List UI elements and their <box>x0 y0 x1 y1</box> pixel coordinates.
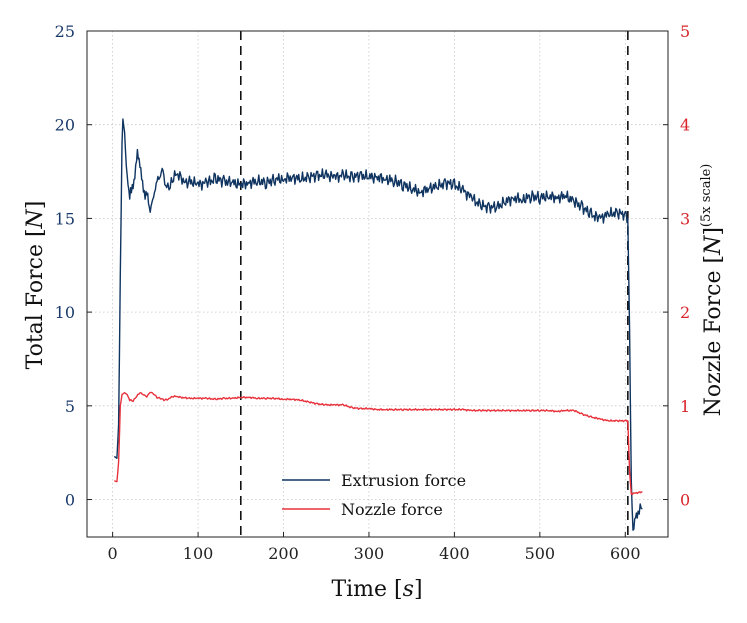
legend-label-extrusion: Extrusion force <box>341 471 466 490</box>
y-right-tick-label: 5 <box>680 22 690 41</box>
y-right-tick-label: 0 <box>680 491 690 510</box>
x-axis-label: Time [s] <box>331 577 422 602</box>
y-axis-left-label-text: Total Force <box>23 244 48 369</box>
y-left-tick-label: 20 <box>55 116 75 135</box>
legend-label-nozzle: Nozzle force <box>341 500 443 519</box>
x-tick-label: 200 <box>268 544 299 563</box>
x-tick-label: 100 <box>183 544 214 563</box>
series-layer <box>113 118 643 531</box>
y-axis-right-label-superscript: (5x scale) <box>699 164 714 227</box>
grid-layer <box>87 30 668 537</box>
y-axis-right-label: Nozzle Force [N](5x scale) <box>699 164 726 417</box>
tick-layer: 0 100 200 300 400 500 600 0 5 10 15 20 25 0 1 2 3 4 5 <box>55 22 691 563</box>
plot-frame <box>86 30 669 538</box>
x-tick-label: 400 <box>439 544 470 563</box>
legend: Extrusion force Nozzle force <box>282 471 466 519</box>
series-line-nozzle-force <box>114 391 643 496</box>
x-tick-label: 500 <box>525 544 556 563</box>
y-right-tick-label: 4 <box>680 116 690 135</box>
y-right-tick-label: 3 <box>680 209 690 228</box>
x-tick-label: 300 <box>354 544 385 563</box>
y-axis-right-label-text: Nozzle Force <box>701 270 726 416</box>
y-axis-left-label-unit: N <box>23 208 48 229</box>
y-left-tick-label: 25 <box>55 22 75 41</box>
x-tick-label: 0 <box>108 544 118 563</box>
vline-layer <box>239 31 629 537</box>
y-left-tick-label: 0 <box>65 491 75 510</box>
y-left-tick-label: 15 <box>55 209 75 228</box>
series-line-extrusion-force <box>113 118 643 531</box>
y-axis-right-label-unit: N <box>701 235 726 256</box>
x-axis-label-unit: s <box>403 577 414 602</box>
y-left-tick-label: 5 <box>65 397 75 416</box>
x-axis-label-text: Time <box>331 577 387 602</box>
y-right-tick-label: 2 <box>680 303 690 322</box>
x-tick-label: 600 <box>610 544 641 563</box>
y-left-tick-label: 10 <box>55 303 75 322</box>
y-axis-left-label: Total Force [N] <box>23 201 48 370</box>
y-right-tick-label: 1 <box>680 397 690 416</box>
